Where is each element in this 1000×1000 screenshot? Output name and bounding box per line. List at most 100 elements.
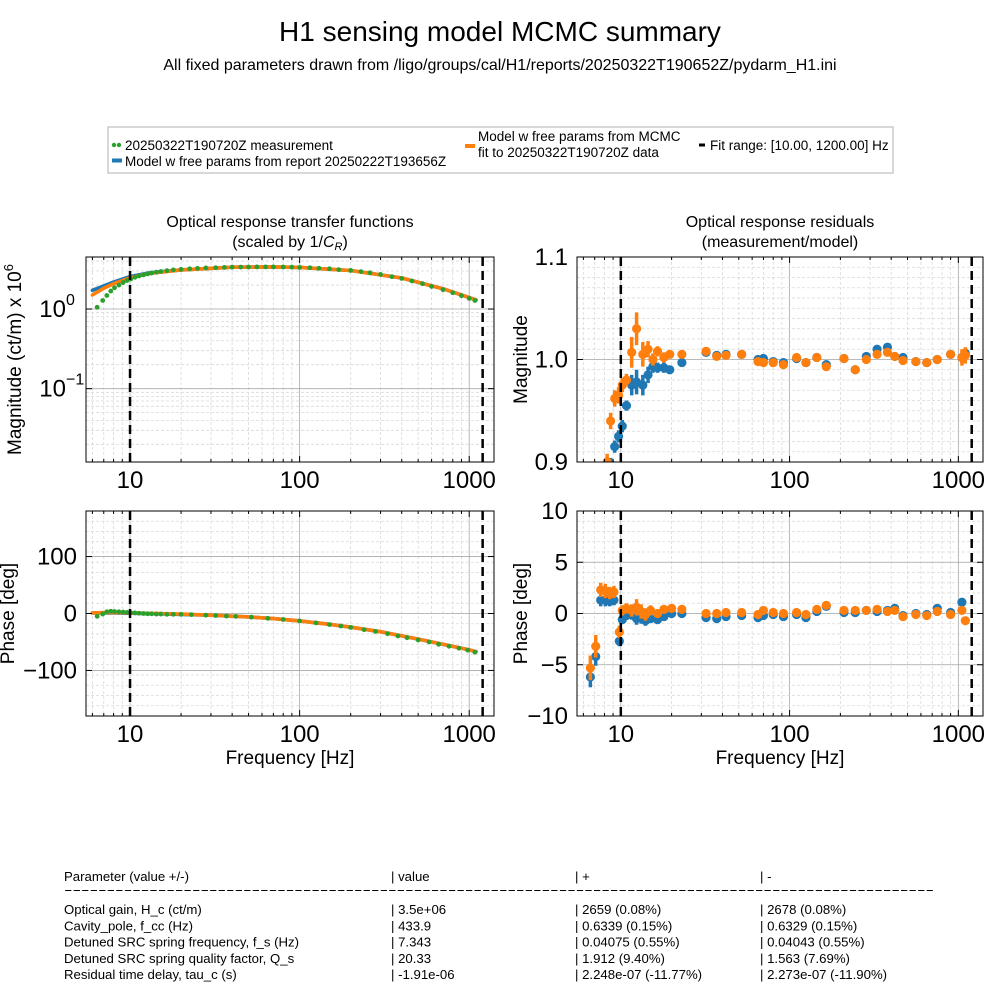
table-cell: | 7.343: [391, 935, 431, 950]
measurement-point: [223, 613, 229, 619]
measurement-point: [420, 281, 425, 287]
report-point: [613, 431, 624, 441]
measurement-point: [120, 609, 126, 615]
y-tick-label-exponent: 0: [66, 292, 75, 309]
table-cell: | 2.248e-07 (-11.77%): [575, 967, 702, 982]
table-cell: | 3.5e+06: [391, 902, 446, 917]
x-tick-label: 100: [770, 721, 810, 748]
mcmc-point: [890, 351, 900, 362]
mcmc-point: [614, 627, 624, 637]
mcmc-point: [960, 350, 970, 360]
table-cell: Detuned SRC spring frequency, f_s (Hz): [64, 935, 299, 950]
table-row: Optical gain, H_c (ct/m) | 3.5e+06 | 2659 …: [64, 902, 846, 917]
data-layer: [602, 312, 970, 462]
mcmc-point: [677, 604, 687, 615]
measurement-point: [187, 266, 193, 272]
y-tick-label: 0.9: [535, 449, 568, 476]
legend-dot-measurement: [116, 142, 122, 148]
measurement-point: [263, 264, 268, 270]
mcmc-point: [768, 607, 778, 618]
legend-bar-report: [112, 158, 122, 163]
measurement-point: [367, 270, 373, 276]
mcmc-point: [627, 347, 637, 357]
x-tick-label: 1000: [932, 467, 985, 494]
report-point: [610, 442, 620, 452]
mcmc-point: [801, 357, 811, 368]
measurement-point: [265, 615, 271, 621]
report-point: [621, 401, 632, 411]
panel-subtitle-symbol: C: [323, 234, 335, 251]
mcmc-point: [801, 609, 811, 620]
x-tick-label: 1000: [932, 721, 985, 748]
ticks: [577, 256, 983, 463]
measurement-point: [141, 611, 146, 616]
mcmc-point: [911, 609, 921, 620]
mcmc-point: [648, 354, 658, 365]
legend-label-mcmc: Model w free params from MCMC: [478, 129, 681, 144]
measurement-point: [472, 649, 478, 655]
measurement-point: [116, 282, 122, 288]
y-axis-label-text: Magnitude: [511, 315, 532, 404]
table-cell: | 0.6339 (0.15%): [575, 918, 672, 933]
ticks: [86, 257, 494, 462]
table-cell: | 1.912 (9.40%): [575, 951, 665, 966]
mcmc-point: [778, 360, 789, 370]
measurement-point: [338, 623, 344, 629]
table-row: Cavity_pole, f_cc (Hz) | 433.9 | 0.6339 (0…: [64, 918, 857, 933]
x-tick-label: 10: [607, 721, 634, 748]
y-tick-label: −5: [541, 652, 568, 679]
legend-entry-measurement: 20250322T190720Z measurement: [111, 138, 333, 153]
mcmc-point: [898, 611, 908, 622]
measurement-point: [254, 264, 260, 270]
y-axis-label: Magnitude: [511, 315, 532, 404]
legend-entry-mcmc: Model w free params from MCMC fit to 202…: [465, 129, 681, 160]
measurement-point: [426, 639, 432, 645]
legend-box: 20250322T190720Z measurement Model w fre…: [107, 126, 894, 174]
mcmc-point: [812, 352, 822, 363]
panel-subtitle-end: ): [342, 234, 347, 251]
mcmc-point: [609, 587, 619, 597]
mcmc-point: [890, 605, 900, 616]
measurement-point: [348, 625, 354, 630]
measurement-point: [246, 264, 251, 270]
measurement-point: [297, 618, 303, 624]
mcmc-point: [957, 605, 967, 616]
measurement-point: [104, 609, 110, 615]
legend-dash-fit-range: [699, 143, 705, 147]
measurement-point: [153, 269, 159, 275]
data-layer: [585, 582, 970, 688]
mcmc-point: [665, 349, 675, 359]
y-tick-label-base: 10: [39, 376, 66, 403]
measurement-point: [446, 643, 452, 649]
table-cell: Optical gain, H_c (ct/m): [64, 902, 202, 917]
y-tick-label: 10: [39, 296, 66, 323]
mcmc-point: [621, 375, 632, 385]
panel-subtitle: (measurement/model): [702, 234, 859, 251]
table-header-cell: Parameter (value +/-): [64, 869, 189, 884]
measurement-point: [389, 274, 395, 280]
measurement-point: [170, 611, 176, 617]
x-tick-label: 10: [117, 467, 144, 494]
report-point: [638, 380, 648, 390]
measurement-point: [229, 264, 235, 270]
measurement-point: [307, 265, 313, 271]
mcmc-point: [922, 357, 932, 368]
mcmc-point: [652, 346, 663, 356]
table-cell: Cavity_pole, f_cc (Hz): [64, 918, 193, 933]
mcmc-point: [946, 349, 956, 359]
mcmc-point: [922, 610, 932, 621]
y-tick-label-base: 10: [39, 296, 66, 323]
table-cell: | 0.04043 (0.55%): [760, 935, 865, 950]
table-cell: | 2678 (0.08%): [760, 902, 846, 917]
measurement-point: [466, 295, 472, 301]
panel-residual-phase: 10 100 1000 10 5 0 −5 −10 Phase [deg] Frequency […: [511, 498, 985, 769]
y-axis-label-superscript: 6: [1, 264, 16, 271]
table-cell: | 1.563 (7.69%): [760, 951, 850, 966]
report-point: [957, 597, 967, 607]
mcmc-point: [791, 352, 802, 363]
measurement-point: [164, 268, 170, 274]
table-cell: | 0.04075 (0.55%): [575, 935, 680, 950]
y-tick-label: 5: [555, 549, 568, 576]
